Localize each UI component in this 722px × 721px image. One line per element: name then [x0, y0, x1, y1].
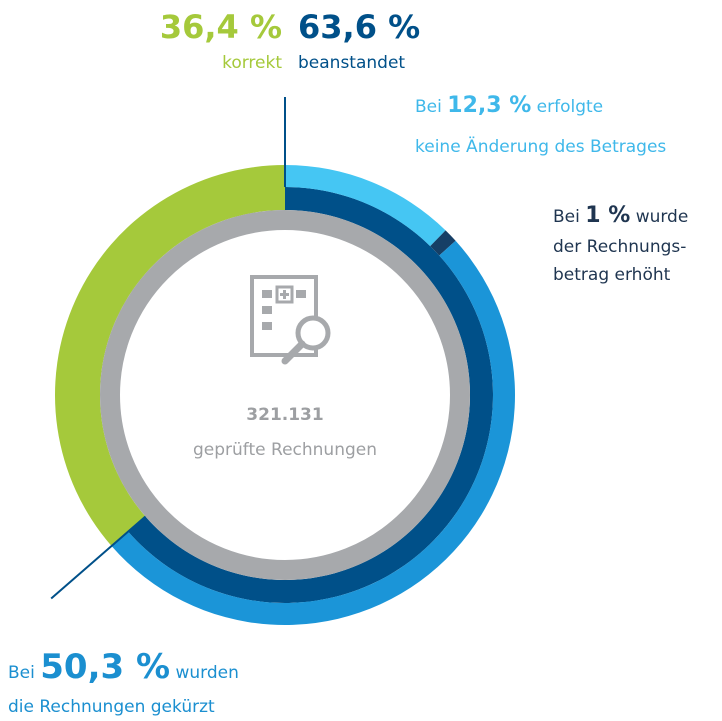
center-value: 321.131: [246, 405, 323, 425]
rings: [55, 165, 516, 626]
value-label: 50,3 %: [40, 647, 170, 687]
annotation: Bei 1 % wurde: [553, 203, 688, 228]
value-label: 1 %: [585, 203, 630, 228]
slice: [430, 230, 456, 256]
slice: [285, 165, 446, 247]
annotation-text: Bei: [8, 663, 35, 683]
annotation-text: wurde: [636, 207, 689, 227]
category-label: beanstandet: [298, 53, 405, 73]
icon: [250, 275, 331, 365]
value-label: 12,3 %: [447, 93, 531, 118]
annotation-text: keine Änderung des Betrages: [415, 136, 666, 157]
value-label: 36,4 %: [160, 8, 282, 46]
center-ring: [100, 210, 470, 580]
slice: [111, 240, 516, 626]
separator: [50, 515, 147, 600]
annotation-text: erfolgte: [537, 97, 603, 117]
slice: [55, 165, 286, 547]
annotation-text: wurden: [175, 663, 238, 683]
annotation-text: Bei: [415, 97, 442, 117]
category-label: korrekt: [222, 53, 282, 73]
center-label: geprüfte Rechnungen: [193, 440, 377, 460]
annotation-text: der Rechnungs-: [553, 237, 686, 257]
annotation: Bei 12,3 % erfolgte: [415, 93, 603, 118]
annotation-text: Bei: [553, 207, 580, 227]
annotation-text: die Rechnungen gekürzt: [8, 697, 215, 717]
value-label: 63,6 %: [298, 8, 420, 46]
annotation: Bei 50,3 % wurden: [8, 647, 239, 687]
slice: [128, 187, 493, 603]
annotation-text: betrag erhöht: [553, 265, 671, 285]
